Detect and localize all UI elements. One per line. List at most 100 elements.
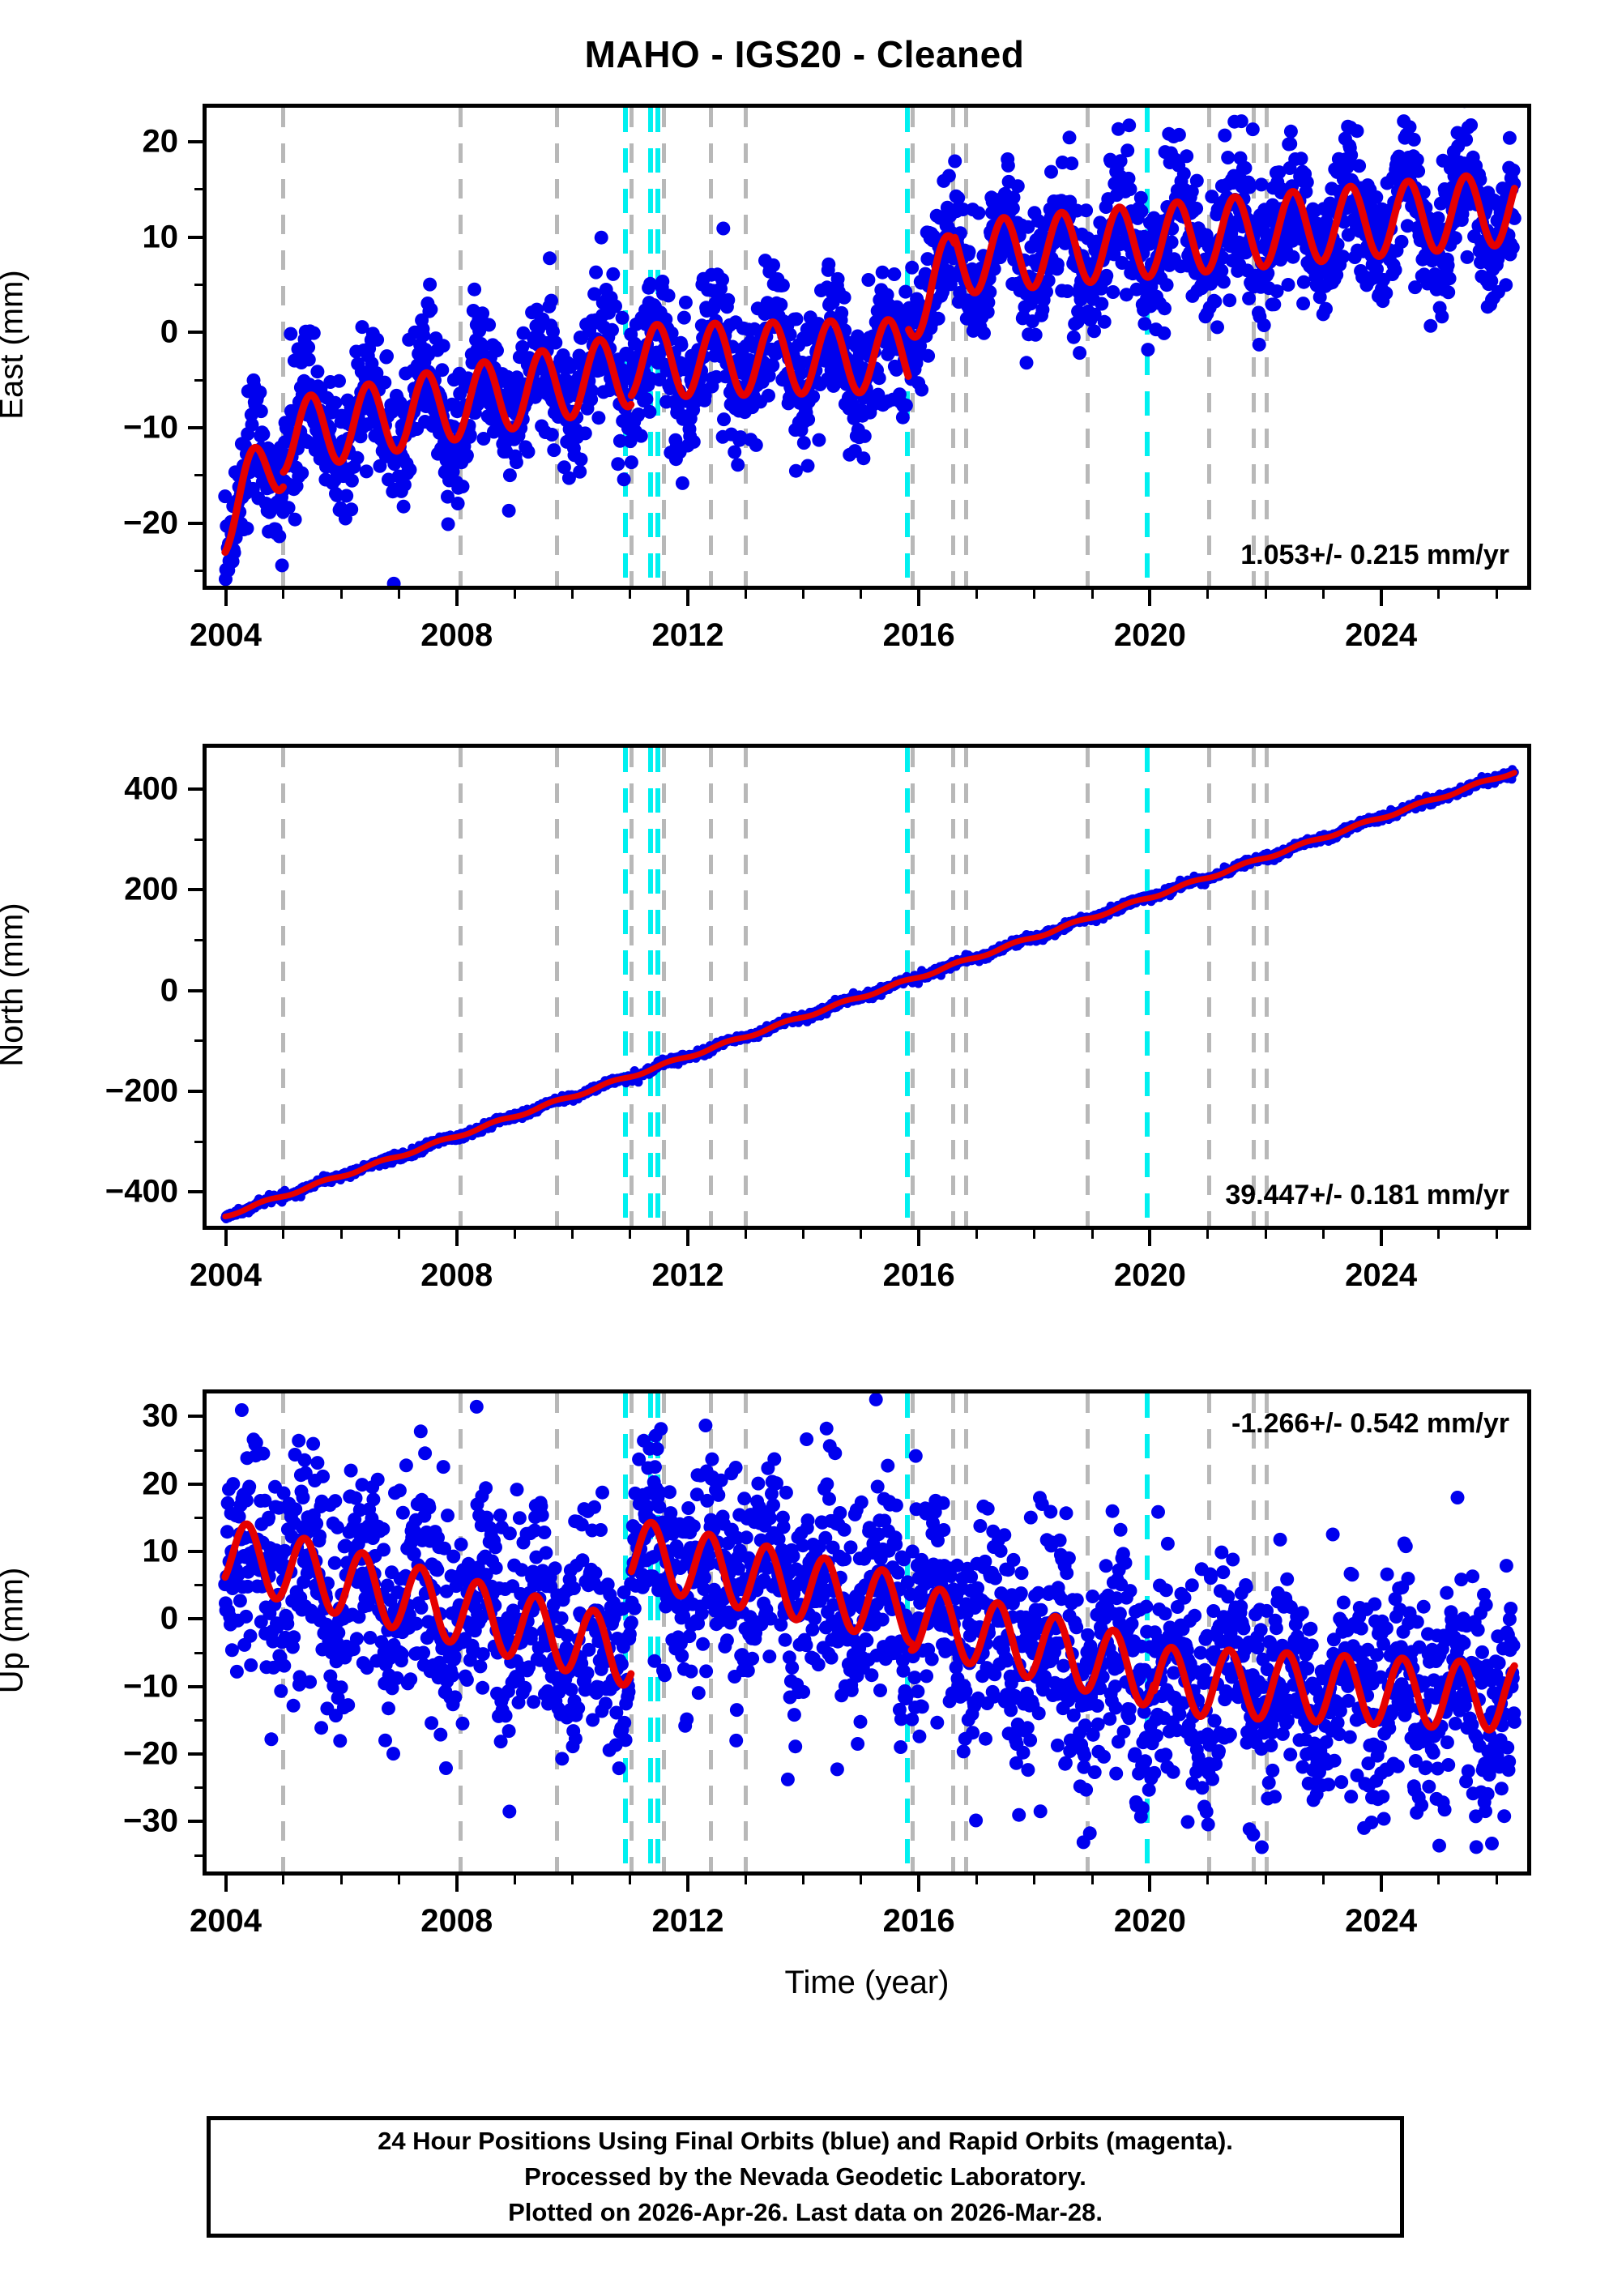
xtick-up bbox=[629, 1876, 632, 1884]
xtick-up bbox=[860, 1876, 863, 1884]
plot-frame-up: -1.266+/- 0.542 mm/yr bbox=[203, 1389, 1531, 1876]
ytick-north bbox=[188, 888, 203, 892]
ytick-label-up: 20 bbox=[142, 1466, 179, 1502]
xtick-up bbox=[224, 1876, 228, 1892]
ytick-label-up: 30 bbox=[142, 1398, 179, 1434]
xtick-north bbox=[975, 1230, 978, 1239]
xtick-up bbox=[1321, 1876, 1325, 1884]
offset-line-grey bbox=[743, 748, 748, 1226]
xtick-label-north: 2008 bbox=[420, 1257, 493, 1293]
ytick-label-north: 200 bbox=[124, 871, 178, 907]
xtick-north bbox=[744, 1230, 747, 1239]
xtick-label-north: 2016 bbox=[882, 1257, 955, 1293]
xtick-east bbox=[397, 590, 400, 599]
ytick-up bbox=[188, 1617, 203, 1621]
offset-line-grey bbox=[708, 1393, 713, 1871]
plot-panel-north: 39.447+/- 0.181 mm/yr bbox=[203, 744, 1531, 1230]
ytick-north bbox=[188, 1190, 203, 1194]
xtick-up bbox=[513, 1876, 516, 1884]
xtick-up bbox=[1437, 1876, 1440, 1884]
xtick-east bbox=[224, 590, 228, 606]
scatter-points-east bbox=[218, 108, 1522, 586]
xtick-north bbox=[629, 1230, 632, 1239]
offset-line-grey bbox=[459, 748, 463, 1226]
xtick-up bbox=[1090, 1876, 1094, 1884]
xtick-label-up: 2004 bbox=[190, 1903, 262, 1939]
xtick-east bbox=[860, 590, 863, 599]
offset-line-grey bbox=[950, 748, 955, 1226]
ytick-label-east: 0 bbox=[160, 314, 178, 350]
rate-annotation-up: -1.266+/- 0.542 mm/yr bbox=[1231, 1408, 1509, 1439]
offset-line-grey bbox=[1085, 748, 1090, 1226]
ytick-east bbox=[188, 235, 203, 239]
ytick-minor-north bbox=[194, 838, 203, 841]
ytick-minor-up bbox=[194, 1718, 203, 1722]
ytick-east bbox=[188, 521, 203, 525]
xtick-east bbox=[1495, 590, 1498, 599]
ytick-north bbox=[188, 1090, 203, 1093]
model-fit-line-east bbox=[221, 172, 1518, 557]
offset-line-grey bbox=[281, 108, 286, 586]
xtick-up bbox=[1495, 1876, 1498, 1884]
offset-line-grey bbox=[1085, 108, 1090, 586]
xtick-east bbox=[282, 590, 285, 599]
ytick-minor-east bbox=[194, 569, 203, 572]
y-axis-label-up: Up (mm) bbox=[0, 1567, 30, 1694]
scatter-points-up bbox=[218, 1393, 1522, 1854]
xtick-up bbox=[975, 1876, 978, 1884]
xtick-label-east: 2024 bbox=[1345, 617, 1418, 653]
footer-line-3: Plotted on 2026-Apr-26. Last data on 202… bbox=[508, 2198, 1103, 2226]
xtick-up bbox=[1033, 1876, 1036, 1884]
plot-frame-east: 1.053+/- 0.215 mm/yr bbox=[203, 104, 1531, 590]
xtick-east bbox=[570, 590, 574, 599]
xtick-east bbox=[975, 590, 978, 599]
offset-line-cyan bbox=[648, 748, 654, 1226]
data-series-north bbox=[220, 765, 1519, 1223]
ytick-label-up: −30 bbox=[123, 1803, 178, 1839]
plot-frame-north: 39.447+/- 0.181 mm/yr bbox=[203, 744, 1531, 1230]
ytick-minor-up bbox=[194, 1786, 203, 1790]
xtick-up bbox=[1379, 1876, 1383, 1892]
xtick-east bbox=[629, 590, 632, 599]
offset-line-grey bbox=[708, 748, 713, 1226]
ytick-label-up: −20 bbox=[123, 1735, 178, 1772]
ytick-east bbox=[188, 331, 203, 335]
xtick-north bbox=[455, 1230, 459, 1246]
xtick-north bbox=[685, 1230, 689, 1246]
xtick-label-north: 2020 bbox=[1113, 1257, 1186, 1293]
xtick-north bbox=[1148, 1230, 1152, 1246]
offset-line-grey bbox=[662, 1393, 667, 1871]
ytick-minor-east bbox=[194, 284, 203, 287]
xtick-north bbox=[917, 1230, 921, 1246]
ytick-label-east: −10 bbox=[123, 409, 178, 446]
offset-line-cyan bbox=[904, 748, 910, 1226]
xtick-east bbox=[1206, 590, 1210, 599]
xtick-east bbox=[744, 590, 747, 599]
offset-line-grey bbox=[1264, 748, 1269, 1226]
xtick-north bbox=[282, 1230, 285, 1239]
ytick-label-north: 400 bbox=[124, 770, 178, 807]
offset-line-cyan bbox=[1145, 748, 1150, 1226]
xtick-east bbox=[513, 590, 516, 599]
ytick-up bbox=[188, 1482, 203, 1486]
plot-panel-east: 1.053+/- 0.215 mm/yr bbox=[203, 104, 1531, 590]
ytick-minor-up bbox=[194, 1584, 203, 1587]
xtick-label-north: 2012 bbox=[651, 1257, 724, 1293]
xtick-up bbox=[802, 1876, 805, 1884]
ytick-minor-up bbox=[194, 1516, 203, 1519]
xtick-label-east: 2016 bbox=[882, 617, 955, 653]
xtick-north bbox=[224, 1230, 228, 1246]
xtick-label-east: 2004 bbox=[190, 617, 262, 653]
data-series-up bbox=[218, 1393, 1522, 1854]
xtick-up bbox=[570, 1876, 574, 1884]
xtick-up bbox=[685, 1876, 689, 1892]
xtick-up bbox=[917, 1876, 921, 1892]
ytick-north bbox=[188, 988, 203, 992]
ytick-up bbox=[188, 1684, 203, 1688]
xtick-up bbox=[455, 1876, 459, 1892]
offset-line-grey bbox=[964, 748, 969, 1226]
offset-line-cyan bbox=[648, 1393, 654, 1871]
offset-line-grey bbox=[629, 748, 634, 1226]
xtick-east bbox=[1090, 590, 1094, 599]
footer-note-box: 24 Hour Positions Using Final Orbits (bl… bbox=[207, 2116, 1404, 2238]
